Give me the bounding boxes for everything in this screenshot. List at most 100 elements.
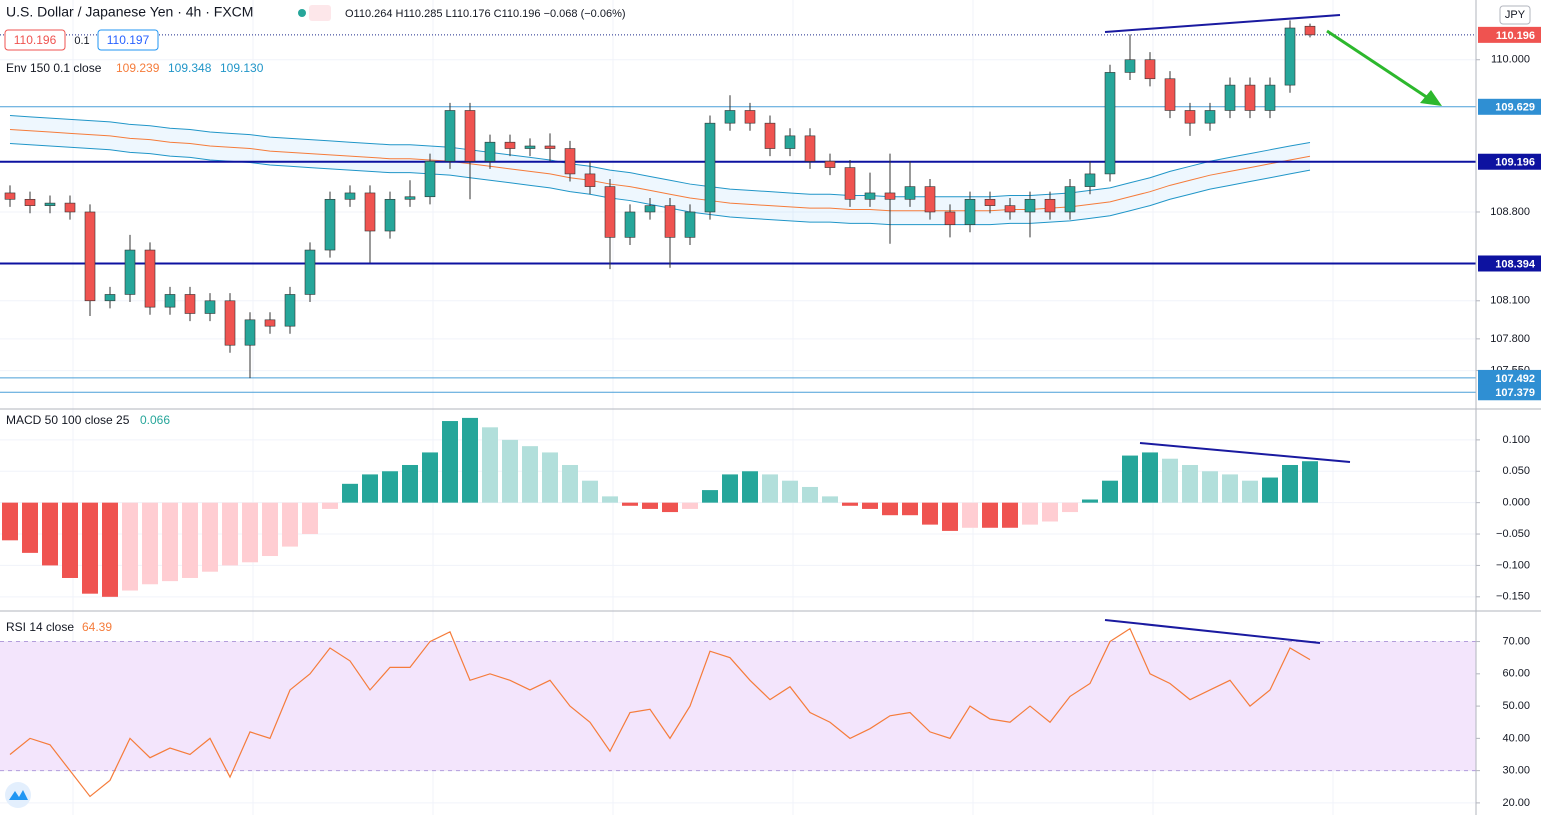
macd-bar xyxy=(1122,455,1138,503)
price-tag xyxy=(1478,255,1541,272)
y-tick-label: 70.00 xyxy=(1502,635,1530,647)
candle-body xyxy=(704,122,716,213)
candle-body xyxy=(144,249,156,308)
candle-body xyxy=(664,205,676,238)
candle-body xyxy=(964,198,976,225)
macd-bar xyxy=(922,502,938,525)
ohlc: O110.264 H110.285 L110.176 C110.196 −0.0… xyxy=(345,8,626,20)
macd-bar xyxy=(1042,502,1058,522)
candle-body xyxy=(364,192,376,232)
indicator-value: 109.130 xyxy=(220,61,264,75)
macd-bar xyxy=(342,483,358,503)
y-tick-label: 50.00 xyxy=(1502,700,1530,712)
candle-body xyxy=(684,211,696,238)
macd-bar xyxy=(942,502,958,531)
arrow xyxy=(1326,29,1442,106)
macd-bar xyxy=(322,502,338,509)
macd-bar xyxy=(782,480,798,503)
candle-body xyxy=(604,186,616,238)
envelope-band xyxy=(10,115,1310,225)
macd-bar xyxy=(102,502,118,597)
price-tag-label: 108.394 xyxy=(1495,258,1536,270)
y-tick-label: 0.000 xyxy=(1502,497,1530,509)
macd-bar xyxy=(62,502,78,578)
macd-bar xyxy=(662,502,678,513)
price-tag xyxy=(1478,369,1541,386)
candle-body xyxy=(784,135,796,149)
macd-bar xyxy=(1082,499,1098,503)
status-dot xyxy=(298,9,306,17)
candle-body xyxy=(264,319,276,327)
macd-bar xyxy=(1222,474,1238,503)
macd-bar xyxy=(522,446,538,503)
rsi-band xyxy=(0,641,1476,771)
indicator-label: RSI 14 close xyxy=(6,620,74,634)
candle-body xyxy=(644,205,656,213)
macd-bar xyxy=(762,474,778,503)
candle-body xyxy=(1264,84,1276,111)
ask-box[interactable] xyxy=(97,29,159,51)
macd-bar xyxy=(702,490,718,503)
y-tick-label: 0.100 xyxy=(1502,434,1530,446)
candle-body xyxy=(1144,59,1156,80)
plot-layer: 110.000108.800108.100107.800107.550110.1… xyxy=(0,20,1541,809)
candle-body xyxy=(304,249,316,295)
candle-body xyxy=(864,192,876,200)
price-tag xyxy=(1478,153,1541,170)
macd-bar xyxy=(602,496,618,503)
macd-bar xyxy=(562,464,578,503)
currency-box[interactable] xyxy=(1499,5,1531,25)
macd-bar xyxy=(1242,480,1258,503)
candle-body xyxy=(1084,173,1096,187)
macd-bar xyxy=(282,502,298,547)
symbol-title: U.S. Dollar / Japanese Yen · 4h · FXCM xyxy=(6,4,253,20)
macd-bar xyxy=(1162,458,1178,503)
indicator-value: 109.239 xyxy=(116,61,160,75)
macd-bar xyxy=(202,502,218,572)
ask[interactable]: 110.197 xyxy=(107,33,150,47)
macd-bar xyxy=(262,502,278,557)
candle-body xyxy=(884,192,896,200)
macd-bar xyxy=(82,502,98,594)
macd-bar xyxy=(42,502,58,566)
macd-bar xyxy=(182,502,198,578)
candle-body xyxy=(1064,186,1076,213)
currency[interactable]: JPY xyxy=(1505,9,1526,21)
bid[interactable]: 110.196 xyxy=(14,33,57,47)
y-tick-label: 20.00 xyxy=(1502,797,1530,809)
macd-bar xyxy=(822,496,838,503)
macd-bar xyxy=(122,502,138,591)
candle-body xyxy=(724,110,736,124)
y-tick-label: 107.800 xyxy=(1490,333,1530,345)
macd-bar xyxy=(542,452,558,503)
y-tick-label: 30.00 xyxy=(1502,765,1530,777)
candle-body xyxy=(1244,84,1256,111)
candle-body xyxy=(904,186,916,200)
candle-body xyxy=(84,211,96,302)
candle-body xyxy=(984,198,996,206)
candle-body xyxy=(1004,205,1016,213)
macd-bar xyxy=(1022,502,1038,525)
macd-bar xyxy=(1202,471,1218,503)
macd-bar xyxy=(682,502,698,509)
bid-box[interactable] xyxy=(4,29,66,51)
candle-body xyxy=(1044,198,1056,213)
macd-bar xyxy=(1182,464,1198,503)
price-tag xyxy=(1478,98,1541,115)
macd-bar xyxy=(222,502,238,566)
candle-body xyxy=(804,135,816,162)
candle-body xyxy=(1284,27,1296,86)
candle-body xyxy=(1184,110,1196,124)
price-tag-label: 107.379 xyxy=(1495,387,1535,399)
macd-bar xyxy=(742,471,758,503)
macd-bar xyxy=(302,502,318,535)
macd-bar xyxy=(482,427,498,503)
logo-mark xyxy=(9,790,28,800)
price-tag-label: 109.629 xyxy=(1495,102,1535,114)
candle-body xyxy=(4,192,16,200)
candle-body xyxy=(1024,198,1036,213)
candle-body xyxy=(1104,72,1116,175)
macd-bar xyxy=(402,464,418,503)
candle-body xyxy=(24,198,36,206)
